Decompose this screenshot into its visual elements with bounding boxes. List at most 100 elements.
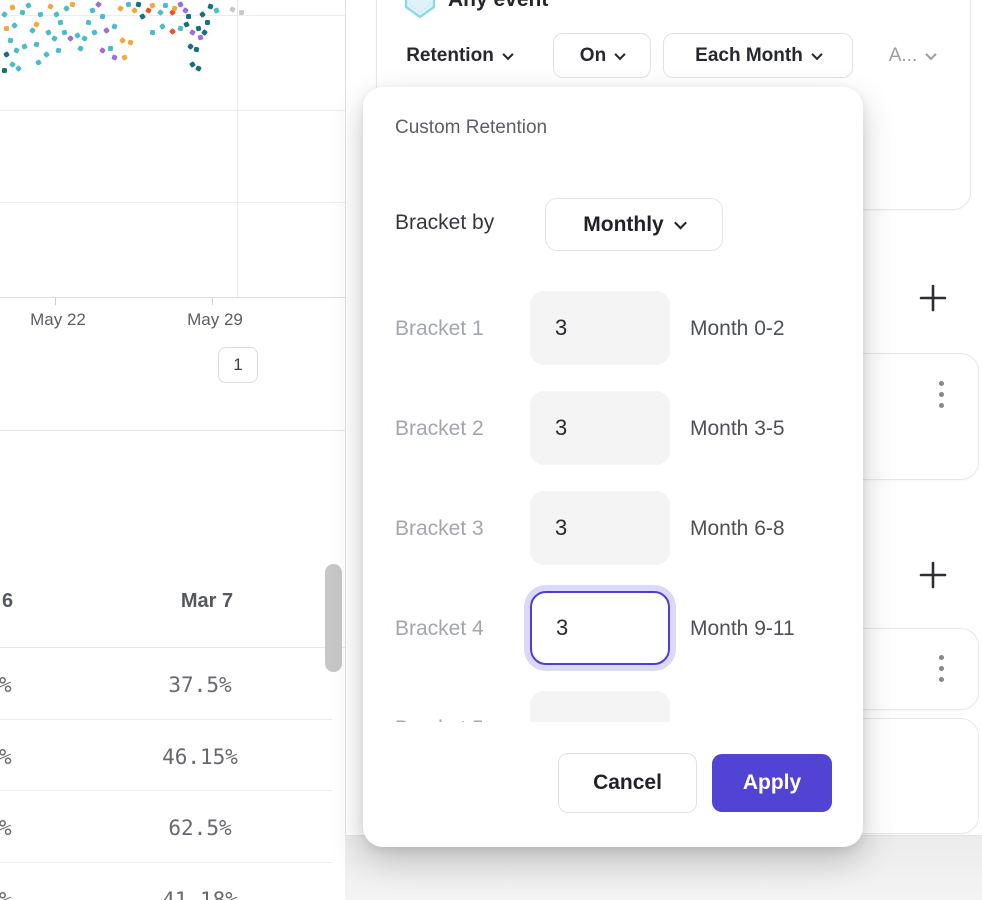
bracket-list: Bracket 1 3 Month 0-2 Bracket 2 3 Month 3-5 Br… xyxy=(363,87,863,722)
scatter-point xyxy=(21,43,28,50)
panel-divider xyxy=(345,0,346,836)
bracket-size-input[interactable]: 3 xyxy=(530,491,670,565)
dropdown-a[interactable]: A... xyxy=(872,33,952,78)
plus-icon xyxy=(919,284,947,312)
cancel-button[interactable]: Cancel xyxy=(558,753,697,813)
scatter-point xyxy=(195,65,202,72)
scatter-point xyxy=(177,25,184,32)
gridline xyxy=(0,202,345,203)
bracket-size-value: 3 xyxy=(556,615,569,640)
bracket-size-input[interactable]: 3 xyxy=(530,291,670,365)
table-header-divider xyxy=(0,647,345,648)
table-body: % 37.5%% 46.15%% 62.5%% 41.18% xyxy=(0,647,345,900)
bracket-size-value: 3 xyxy=(555,315,568,340)
vertical-scrollbar-thumb[interactable] xyxy=(325,564,342,672)
dropdown-on[interactable]: On xyxy=(553,33,651,78)
bracket-by-dropdown[interactable]: Monthly xyxy=(545,198,723,251)
scatter-point xyxy=(81,35,88,42)
scatter-point xyxy=(149,2,156,9)
scatter-point xyxy=(182,7,189,14)
bracket-label: Bracket 5 xyxy=(395,717,484,722)
scatter-point xyxy=(149,29,156,36)
apply-button[interactable]: Apply xyxy=(712,754,832,812)
bracket-range-label: Month 0-2 xyxy=(690,317,785,340)
scatter-point xyxy=(94,0,103,9)
dropdown-each-month[interactable]: Each Month xyxy=(663,33,853,78)
bracket-by-value: Monthly xyxy=(583,212,664,236)
chevron-down-icon xyxy=(502,48,514,60)
scatter-point xyxy=(185,13,192,20)
scatter-point xyxy=(4,26,9,31)
x-axis-label: May 22 xyxy=(30,310,86,329)
dropdown-retention[interactable]: Retention xyxy=(398,33,520,78)
scatter-point xyxy=(168,27,177,36)
table-row[interactable]: % 46.15% xyxy=(0,719,345,790)
table-row[interactable]: % 62.5% xyxy=(0,790,345,861)
bracket-label: Bracket 2 xyxy=(395,417,484,440)
gridline xyxy=(0,110,345,111)
bracket-range-label: Month 3-5 xyxy=(690,417,785,440)
bracket-range-label: Month 6-8 xyxy=(690,517,785,540)
scatter-point xyxy=(103,27,110,34)
table-row[interactable]: % 37.5% xyxy=(0,647,345,718)
scatter-point xyxy=(117,5,124,12)
scatter-point xyxy=(91,29,98,36)
event-name-label[interactable]: Any event xyxy=(448,0,548,12)
scatter-point xyxy=(238,9,245,16)
scatter-point xyxy=(89,7,96,14)
table-header-partial: 6 xyxy=(2,590,14,612)
scatter-point xyxy=(189,61,196,68)
bracket-label: Bracket 3 xyxy=(395,517,484,540)
add-step-button[interactable] xyxy=(916,558,950,592)
scatter-point xyxy=(127,39,134,46)
table-cell-value: 62.5% xyxy=(168,816,232,840)
scatter-point xyxy=(33,21,40,28)
scatter-point xyxy=(66,34,75,43)
hexagon-event-icon xyxy=(404,0,436,19)
scatter-point xyxy=(55,47,62,54)
row-divider xyxy=(0,861,332,863)
table-cell-partial: % xyxy=(0,673,12,697)
scatter-point xyxy=(130,6,139,15)
table-cell-value: 37.5% xyxy=(168,673,232,697)
pagination-page-button[interactable]: 1 xyxy=(218,347,258,383)
chevron-down-icon xyxy=(925,48,937,60)
scatter-point xyxy=(51,35,58,42)
scatter-point xyxy=(9,4,16,11)
bracket-size-input[interactable]: 3 xyxy=(530,391,670,465)
add-step-button[interactable] xyxy=(916,281,950,315)
table-row[interactable]: % 41.18% xyxy=(0,862,345,900)
table-header-mar7: Mar 7 xyxy=(180,590,234,612)
scatter-point xyxy=(42,50,51,59)
scatter-point xyxy=(33,41,40,48)
row-divider xyxy=(0,718,332,720)
scatter-point xyxy=(53,11,60,18)
table-cell-partial: % xyxy=(0,744,12,769)
bracket-by-label: Bracket by xyxy=(395,211,495,234)
bracket-label: Bracket 1 xyxy=(395,317,484,340)
scatter-point xyxy=(99,13,106,20)
scatter-point xyxy=(35,59,42,66)
modal-title: Custom Retention xyxy=(395,117,548,138)
scatter-point xyxy=(111,23,118,30)
kebab-menu-button[interactable] xyxy=(927,379,955,409)
table-cell-partial: % xyxy=(0,816,12,840)
scatter-point xyxy=(61,29,68,36)
chart-table-panel: May 22 May 29 1 6 Mar 7 % 37.5% % 46.15%% 62… xyxy=(0,0,345,900)
table-cell-value: 41.18% xyxy=(162,887,238,900)
x-axis-label: May 29 xyxy=(187,310,243,329)
scatter-point xyxy=(85,19,92,26)
scatter-point xyxy=(69,1,76,8)
axis-tick xyxy=(55,297,56,305)
scatter-point xyxy=(1,67,8,74)
scatter-point xyxy=(162,2,169,9)
bracket-size-input[interactable]: 3 xyxy=(530,591,670,665)
axis-tick xyxy=(212,297,213,305)
scatter-point xyxy=(7,37,14,44)
kebab-menu-button[interactable] xyxy=(927,653,955,683)
scatter-point xyxy=(229,6,236,13)
bracket-size-value: 3 xyxy=(555,415,568,440)
scatter-point xyxy=(57,19,64,26)
x-axis xyxy=(0,297,345,298)
bracket-size-input[interactable] xyxy=(530,691,670,722)
